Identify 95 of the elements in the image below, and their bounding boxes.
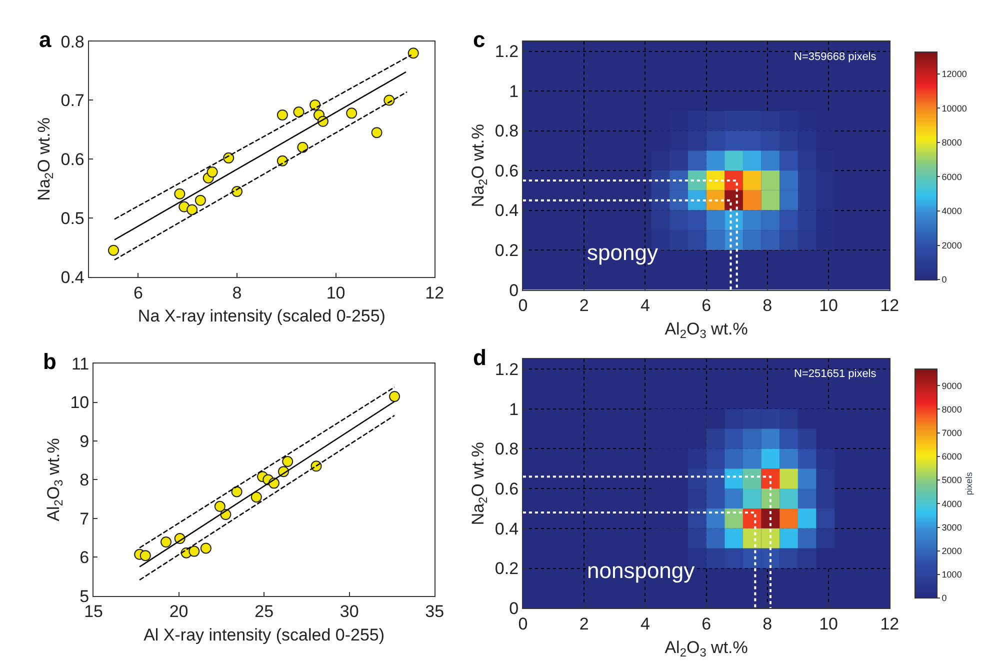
x-axis-title: Al X-ray intensity (scaled 0-255)	[144, 626, 385, 645]
x-tick-label: 10	[326, 283, 346, 302]
color-bar-label: 4000	[942, 206, 962, 216]
y-tick-label: 0.4	[60, 268, 84, 287]
point	[384, 94, 395, 106]
point	[408, 48, 419, 59]
point	[194, 194, 206, 206]
point	[250, 492, 262, 503]
point	[223, 152, 234, 164]
x-tick-label: 4	[640, 614, 650, 634]
x-tick-label: 8	[762, 614, 772, 634]
point	[231, 486, 242, 498]
x-tick-label: 6	[702, 296, 712, 316]
x-tick-label: 35	[425, 602, 444, 622]
point	[108, 244, 119, 256]
y-tick-label: 0.6	[494, 480, 519, 499]
x-tick-label: 10	[819, 614, 838, 634]
point	[214, 500, 226, 512]
color-bar-label: 3000	[942, 522, 962, 532]
annotation: nonspongy	[587, 558, 695, 583]
x-tick-label: 30	[340, 602, 359, 622]
color-bar-label: 0	[942, 274, 947, 285]
y-tick-label: 1	[509, 82, 519, 101]
y-tick-label: 0.8	[494, 122, 519, 141]
x-axis-title: Al$_{2}$O$_{3}$ wt.%	[664, 638, 748, 660]
x-tick-label: 12	[880, 296, 900, 316]
y-tick-label: 0.4	[494, 201, 519, 220]
y-tick-label: 1.2	[494, 42, 519, 62]
x-axis-title: Al$_{2}$O$_{3}$ wt.%	[664, 320, 748, 342]
chart-title: b	[43, 349, 56, 374]
y-tick-label: 0.6	[494, 161, 519, 180]
x-tick-label: 2	[579, 614, 589, 634]
color-bar-label: 2000	[942, 546, 962, 556]
color-bar-label: 4000	[942, 498, 962, 509]
y-tick-label: 0.6	[60, 150, 84, 170]
color-bar-label: 8000	[942, 404, 962, 414]
color-bar-label: 1000	[942, 570, 962, 580]
y-tick-label: 0.7	[60, 91, 84, 110]
x-tick-label: 6	[133, 283, 143, 302]
color-bar-label: 2000	[942, 240, 962, 250]
point	[389, 390, 400, 402]
point	[188, 546, 200, 557]
y-tick-label: 8	[80, 470, 90, 490]
y-tick-label: 0.8	[60, 32, 84, 52]
point	[174, 188, 186, 200]
point	[293, 106, 304, 118]
x-tick-label: 12	[880, 614, 900, 634]
color-bar-label: 5000	[942, 475, 962, 486]
color-bar-label: 12000	[942, 69, 967, 80]
y-tick-label: 9	[80, 432, 90, 451]
x-axis-title: Na X-ray intensity (scaled 0-255)	[138, 306, 386, 326]
color-bar-label: 7000	[942, 428, 962, 438]
point	[160, 536, 172, 548]
point	[206, 166, 218, 178]
y-tick-label: 0.4	[494, 519, 519, 538]
point	[140, 550, 151, 562]
color-bar-label: 0	[942, 593, 947, 604]
color-bar-title: pixels	[964, 472, 974, 496]
point	[297, 142, 308, 153]
chart-title: d	[473, 345, 486, 370]
color-bar-label: 8000	[942, 138, 962, 148]
y-tick-label: 0.8	[494, 440, 519, 459]
annotation: N=251651 pixels	[794, 368, 877, 380]
x-tick-label: 12	[425, 283, 444, 302]
x-tick-label: 25	[254, 602, 274, 622]
x-tick-label: 10	[819, 296, 838, 316]
y-tick-label: 6	[80, 548, 90, 568]
chart-title: a	[39, 27, 52, 52]
annotation: N=359668 pixels	[794, 51, 877, 63]
y-tick-label: 7	[80, 509, 90, 528]
point	[186, 204, 198, 216]
color-bar-label: 6000	[942, 172, 962, 182]
point	[282, 456, 294, 467]
y-tick-label: 11	[71, 354, 90, 374]
point	[346, 108, 358, 119]
y-tick-label: 1	[509, 400, 519, 419]
x-tick-label: 6	[702, 614, 712, 634]
annotation: spongy	[587, 240, 658, 265]
chart-title: c	[473, 27, 486, 52]
x-tick-label: 8	[762, 296, 772, 316]
color-bar-label: 6000	[942, 452, 962, 462]
y-tick-label: 1.2	[494, 360, 519, 379]
y-tick-label: 0.5	[60, 208, 84, 228]
y-tick-label: 0.2	[494, 559, 519, 578]
y-tick-label: 0.2	[494, 241, 519, 260]
x-tick-label: 4	[640, 296, 650, 316]
point	[276, 109, 288, 120]
point	[200, 542, 212, 554]
color-bar-label: 9000	[942, 380, 962, 391]
color-bar-label: 10000	[942, 103, 967, 114]
y-tick-label: 10	[70, 393, 90, 412]
x-tick-label: 8	[232, 283, 242, 302]
x-tick-label: 2	[579, 296, 589, 316]
x-tick-label: 20	[169, 602, 188, 622]
point	[371, 127, 382, 138]
